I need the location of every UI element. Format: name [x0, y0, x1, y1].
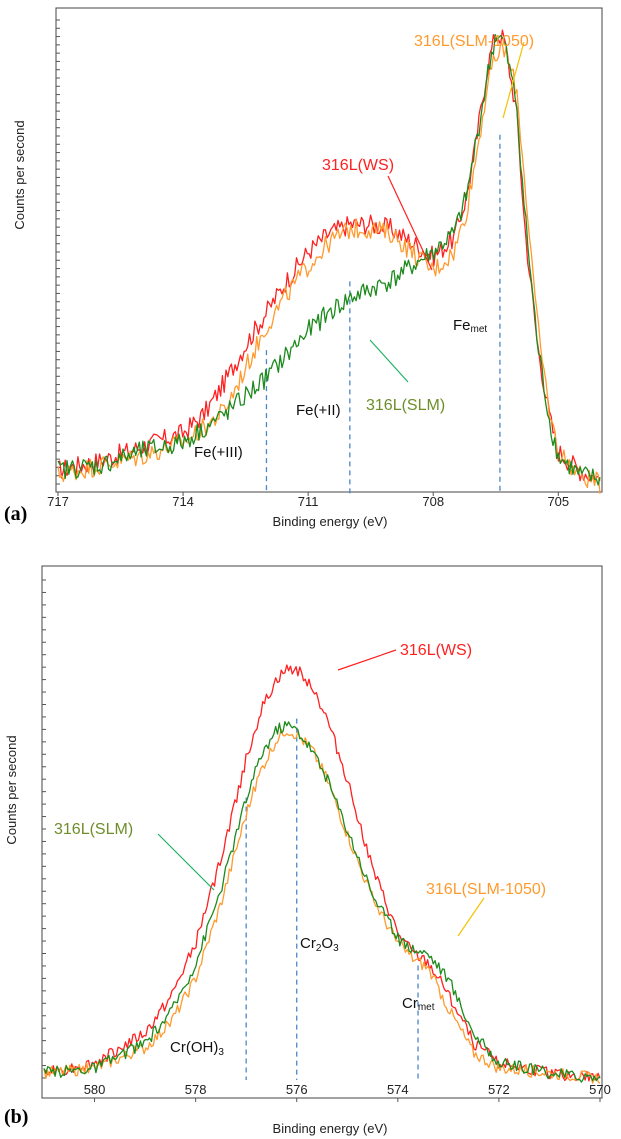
panel-b-cr2o3-main: Cr	[300, 935, 316, 952]
x-tick-label: 576	[286, 1082, 308, 1097]
panel-b-slm-label: 316L(SLM)	[54, 821, 133, 838]
panel-b-yticks	[42, 579, 46, 1079]
panel-b-slm-leader	[157, 833, 215, 891]
panel-a-reference-lines	[265, 134, 501, 494]
panel-a-slm-label: 316L(SLM)	[366, 397, 445, 414]
panel-b-crmet-label: Crmet	[402, 995, 435, 1013]
x-tick-label: 570	[589, 1082, 611, 1097]
panel-b-crmet-sub: met	[418, 1002, 435, 1013]
panel-b-croh3-main: Cr(OH)	[170, 1039, 218, 1056]
panel-b-ylabel: Counts per second	[4, 735, 19, 844]
panel-b-slm1050-leader	[457, 897, 485, 937]
x-tick-label: 717	[47, 494, 69, 509]
panel-b-ws-leader	[337, 649, 397, 671]
panel-a-femet-sub: met	[471, 324, 488, 335]
series-line-316l-slm-1050-	[57, 42, 601, 494]
panel-a-frame	[55, 7, 603, 493]
panel-a-slm-leader	[369, 339, 409, 383]
panel-a-fe2-label: Fe(+II)	[296, 402, 341, 419]
panel-b-cr2o3-sub: 2	[316, 943, 322, 954]
panel-a-series	[57, 29, 601, 494]
panel-b-croh3-sub: 3	[218, 1047, 224, 1058]
panel-a-ws-leader	[387, 175, 433, 271]
panel-b: Counts per second Binding energy (eV) (b…	[4, 565, 611, 1136]
panel-a-yticks	[56, 19, 60, 485]
panel-b-cr2o3-sub2: 3	[333, 943, 339, 954]
x-tick-label: 574	[387, 1082, 409, 1097]
panel-a-ws-label: 316L(WS)	[322, 157, 394, 174]
panel-a-fe3-label: Fe(+III)	[194, 444, 243, 461]
panel-b-cr2o3-main2: O	[321, 935, 333, 952]
panel-b-tag: (b)	[4, 1106, 28, 1128]
x-tick-label: 711	[298, 494, 319, 509]
panel-b-croh3-label: Cr(OH)3	[170, 1039, 224, 1058]
panel-a-ylabel: Counts per second	[12, 120, 27, 229]
x-tick-label: 572	[488, 1082, 510, 1097]
panel-a: Counts per second Binding energy (eV) (a…	[4, 7, 603, 529]
series-line-316l-ws-	[43, 664, 601, 1082]
panel-a-slm1050-leader	[502, 41, 525, 119]
x-tick-label: 705	[547, 494, 569, 509]
x-tick-label: 578	[185, 1082, 207, 1097]
panel-b-xticks: 580 578 576 574 572 570	[84, 1082, 611, 1102]
x-tick-label: 714	[172, 494, 194, 509]
panel-b-crmet-main: Cr	[402, 995, 418, 1012]
panel-a-xticks: 717 714 711 708 705	[47, 492, 569, 509]
panel-a-xlabel: Binding energy (eV)	[273, 514, 388, 529]
panel-b-ws-label: 316L(WS)	[400, 642, 472, 659]
series-line-316l-slm-	[43, 720, 601, 1083]
series-line-316l-ws-	[57, 29, 601, 485]
x-tick-label: 580	[84, 1082, 106, 1097]
panel-b-series	[43, 664, 601, 1084]
panel-a-slm1050-label: 316L(SLM-1050)	[414, 33, 534, 50]
x-tick-label: 708	[422, 494, 444, 509]
panel-b-slm1050-label: 316L(SLM-1050)	[426, 881, 546, 898]
series-line-316l-slm-	[57, 33, 601, 486]
panel-a-femet-label: Femet	[453, 317, 487, 335]
series-line-316l-slm-1050-	[43, 728, 601, 1084]
panel-b-xlabel: Binding energy (eV)	[273, 1121, 388, 1136]
panel-b-reference-lines	[245, 718, 419, 1080]
panel-b-cr2o3-label: Cr2O3	[300, 935, 339, 954]
panel-b-frame	[41, 565, 603, 1099]
panel-a-femet-main: Fe	[453, 317, 471, 334]
panel-a-tag: (a)	[4, 503, 27, 525]
